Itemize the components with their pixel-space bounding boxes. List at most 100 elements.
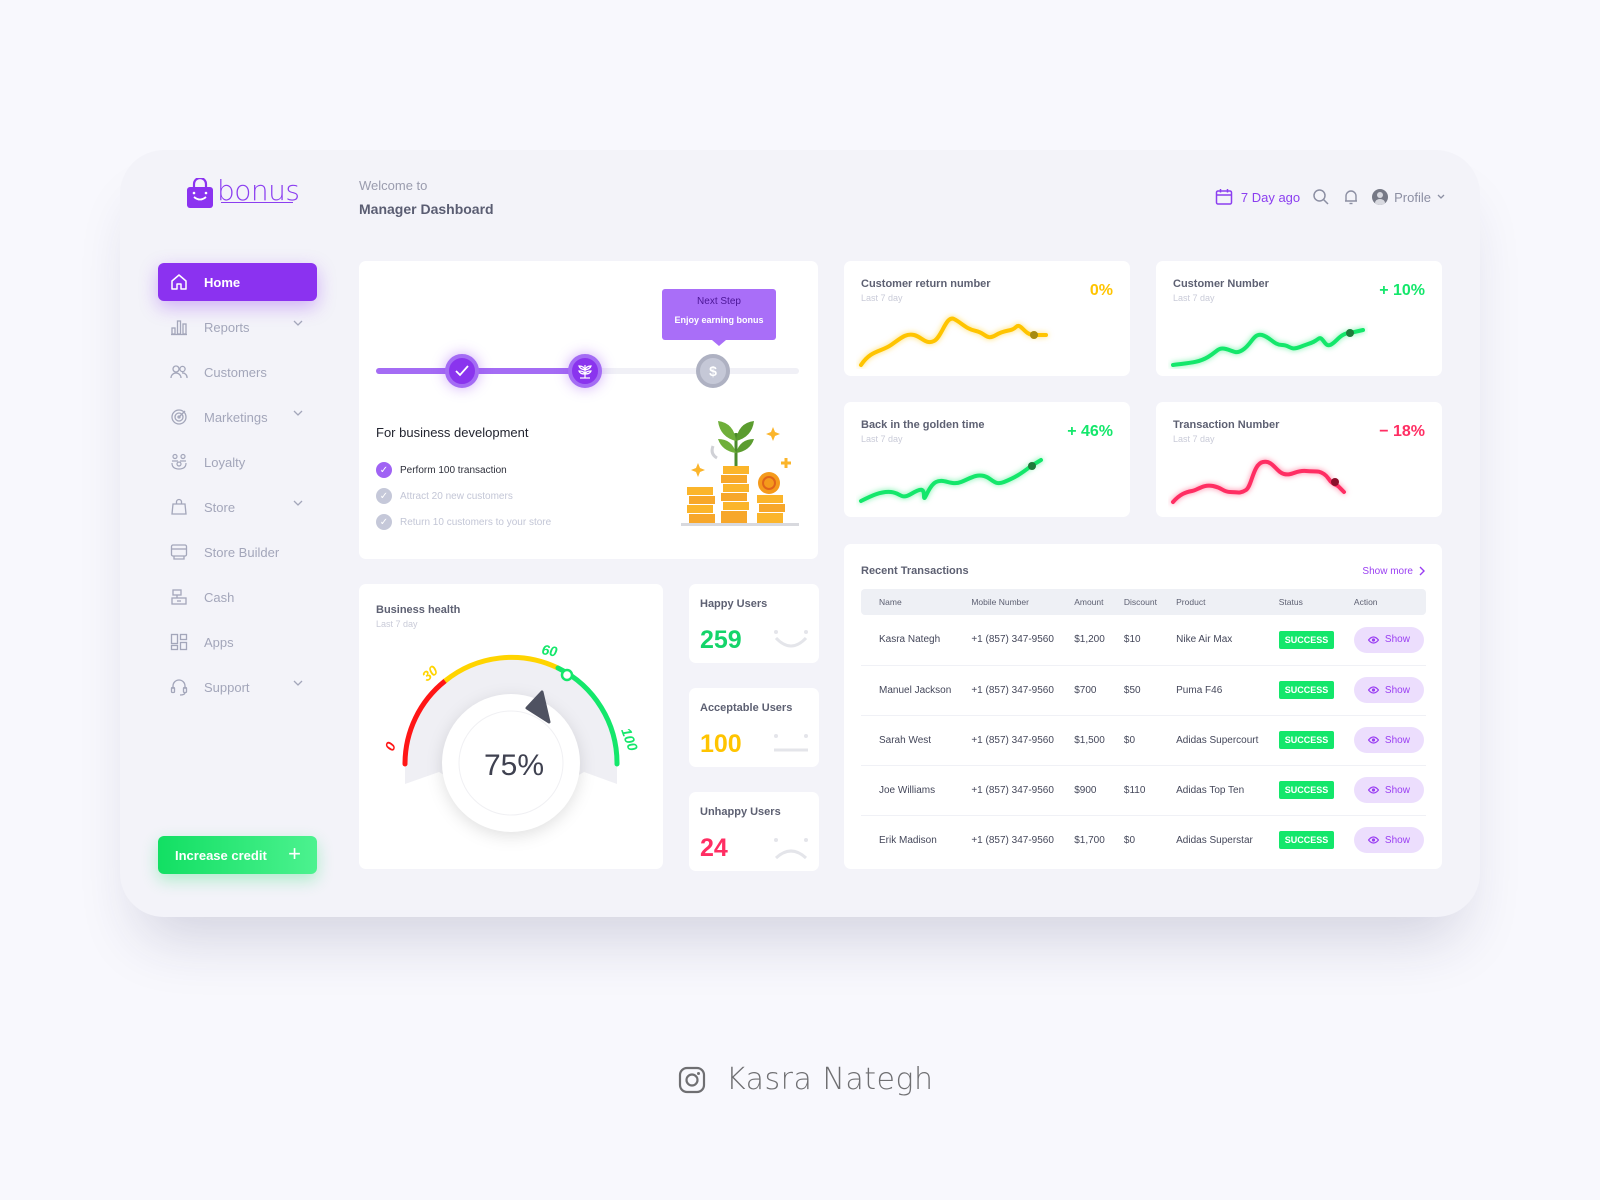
show-button[interactable]: Show	[1353, 727, 1424, 753]
card-title: Customer return number	[861, 278, 991, 290]
cell-discount: $50	[1105, 665, 1159, 716]
plus-icon: +	[288, 841, 301, 866]
checkmark-circle-icon: ✓	[376, 462, 392, 478]
stat-label: Acceptable Users	[700, 702, 793, 714]
task-item: ✓ Perform 100 transaction	[376, 462, 507, 478]
status-badge: SUCCESS	[1278, 781, 1335, 799]
sparkline-chart	[1171, 328, 1365, 367]
cell-mobile: +1 (857) 347-9560	[953, 715, 1057, 766]
chevron-down-icon	[293, 410, 303, 416]
users-icon	[170, 363, 188, 381]
shopping-bag-logo-icon	[187, 178, 213, 208]
show-button[interactable]: Show	[1353, 777, 1424, 803]
chevron-down-icon	[293, 500, 303, 506]
sidebar-item-store-builder[interactable]: Store Builder	[158, 533, 317, 571]
instagram-icon	[678, 1066, 706, 1093]
sidebar-item-marketings[interactable]: Marketings	[158, 398, 317, 436]
neutral-face-icon	[774, 734, 808, 752]
chevron-down-icon	[293, 680, 303, 686]
eye-icon	[1367, 636, 1379, 644]
sidebar-item-store[interactable]: Store	[158, 488, 317, 526]
search-icon[interactable]	[1312, 188, 1330, 206]
step-node-next[interactable]: $	[696, 354, 730, 388]
date-filter-button[interactable]: 7 Day ago	[1215, 188, 1300, 206]
health-gauge: 0 30 60 100	[381, 641, 641, 832]
sidebar-item-label: Loyalty	[204, 454, 246, 470]
sidebar-item-customers[interactable]: Customers	[158, 353, 317, 391]
increase-credit-button[interactable]: Increase credit +	[158, 836, 317, 874]
cell-product: Nike Air Max	[1158, 615, 1261, 666]
stat-value: 100	[700, 730, 742, 758]
cell-mobile: +1 (857) 347-9560	[953, 665, 1057, 716]
author-name: Kasra Nategh	[726, 1062, 934, 1097]
column-header[interactable]: Product	[1176, 597, 1206, 607]
sidebar-item-apps[interactable]: Apps	[158, 623, 317, 661]
chevron-right-icon	[1419, 566, 1425, 576]
cell-name: Joe Williams	[861, 765, 954, 816]
business-health-card: Business health Last 7 day 0 30 60 100 7…	[359, 584, 663, 869]
card-title: Transaction Number	[1173, 419, 1280, 431]
avatar	[1372, 189, 1389, 205]
brand-logo[interactable]: bonus	[187, 177, 300, 208]
cell-amount: $1,700	[1074, 834, 1105, 846]
show-button[interactable]: Show	[1353, 626, 1424, 653]
profile-label: Profile	[1394, 189, 1431, 205]
sidebar-item-cash[interactable]: Cash	[158, 578, 317, 616]
cell-product: Adidas Supercourt	[1158, 715, 1261, 766]
sidebar-item-support[interactable]: Support	[158, 668, 317, 706]
metric-change: + 46%	[1067, 423, 1113, 440]
storefront-icon	[170, 543, 188, 561]
metric-card-customer-number[interactable]: Customer Number Last 7 day + 10%	[1156, 261, 1442, 376]
sparkline-chart	[859, 458, 1043, 503]
step-node-current[interactable]	[568, 354, 602, 388]
cell-discount: $10	[1105, 615, 1159, 666]
bell-icon[interactable]	[1342, 188, 1360, 206]
unhappy-users-card: Unhappy Users 24	[689, 792, 819, 871]
tooltip-text: Enjoy earning bonus	[674, 315, 764, 325]
metric-card-customer-return[interactable]: Customer return number Last 7 day 0%	[844, 261, 1130, 376]
status-badge: SUCCESS	[1278, 681, 1335, 699]
sidebar-item-loyalty[interactable]: Loyalty	[158, 443, 317, 481]
sidebar-item-label: Cash	[204, 589, 235, 605]
target-icon	[170, 408, 188, 426]
task-label: Perform 100 transaction	[400, 464, 507, 476]
sidebar-item-home[interactable]: Home	[158, 263, 317, 301]
column-header[interactable]: Discount	[1123, 597, 1157, 607]
shopping-bag-icon	[170, 498, 188, 516]
sidebar-item-label: Store	[204, 499, 236, 515]
show-label: Show	[1384, 634, 1410, 646]
column-header[interactable]: Mobile Number	[971, 597, 1029, 607]
profile-menu[interactable]: Profile	[1372, 189, 1445, 205]
money-growth-illustration	[681, 421, 799, 526]
column-header[interactable]: Action	[1353, 597, 1378, 607]
metric-card-transaction-number[interactable]: Transaction Number Last 7 day − 18%	[1156, 402, 1442, 517]
sidebar-item-label: Home	[204, 274, 241, 290]
checkmark-circle-icon: ✓	[376, 488, 392, 504]
metric-card-golden-time[interactable]: Back in the golden time Last 7 day + 46%	[844, 402, 1130, 517]
check-icon	[455, 365, 469, 377]
sidebar-nav: Home Reports Customers Marketings Loyalt…	[158, 263, 317, 713]
sidebar-item-label: Marketings	[204, 409, 268, 425]
health-value: 75%	[483, 749, 545, 782]
chevron-down-icon	[293, 320, 303, 326]
happy-users-card: Happy Users 259	[689, 584, 819, 663]
column-header[interactable]: Amount	[1074, 597, 1104, 607]
column-header[interactable]: Name	[879, 597, 902, 607]
cell-name: Kasra Nategh	[861, 615, 954, 666]
show-label: Show	[1384, 684, 1410, 696]
loyalty-icon	[170, 453, 188, 471]
column-header[interactable]: Status	[1278, 597, 1303, 607]
sidebar-item-reports[interactable]: Reports	[158, 308, 317, 346]
show-button[interactable]: Show	[1353, 677, 1424, 703]
chevron-down-icon	[1437, 194, 1445, 199]
cell-name: Erik Madison	[879, 834, 937, 846]
bar-chart-icon	[170, 318, 188, 336]
step-node-completed[interactable]	[445, 354, 479, 388]
page-title: Manager Dashboard	[359, 201, 494, 217]
show-label: Show	[1384, 734, 1410, 746]
task-label: Attract 20 new customers	[400, 490, 513, 502]
cell-discount: $0	[1105, 715, 1159, 766]
sidebar-item-label: Customers	[204, 364, 267, 380]
show-button[interactable]: Show	[1353, 827, 1424, 854]
show-more-link[interactable]: Show more	[1362, 566, 1425, 577]
